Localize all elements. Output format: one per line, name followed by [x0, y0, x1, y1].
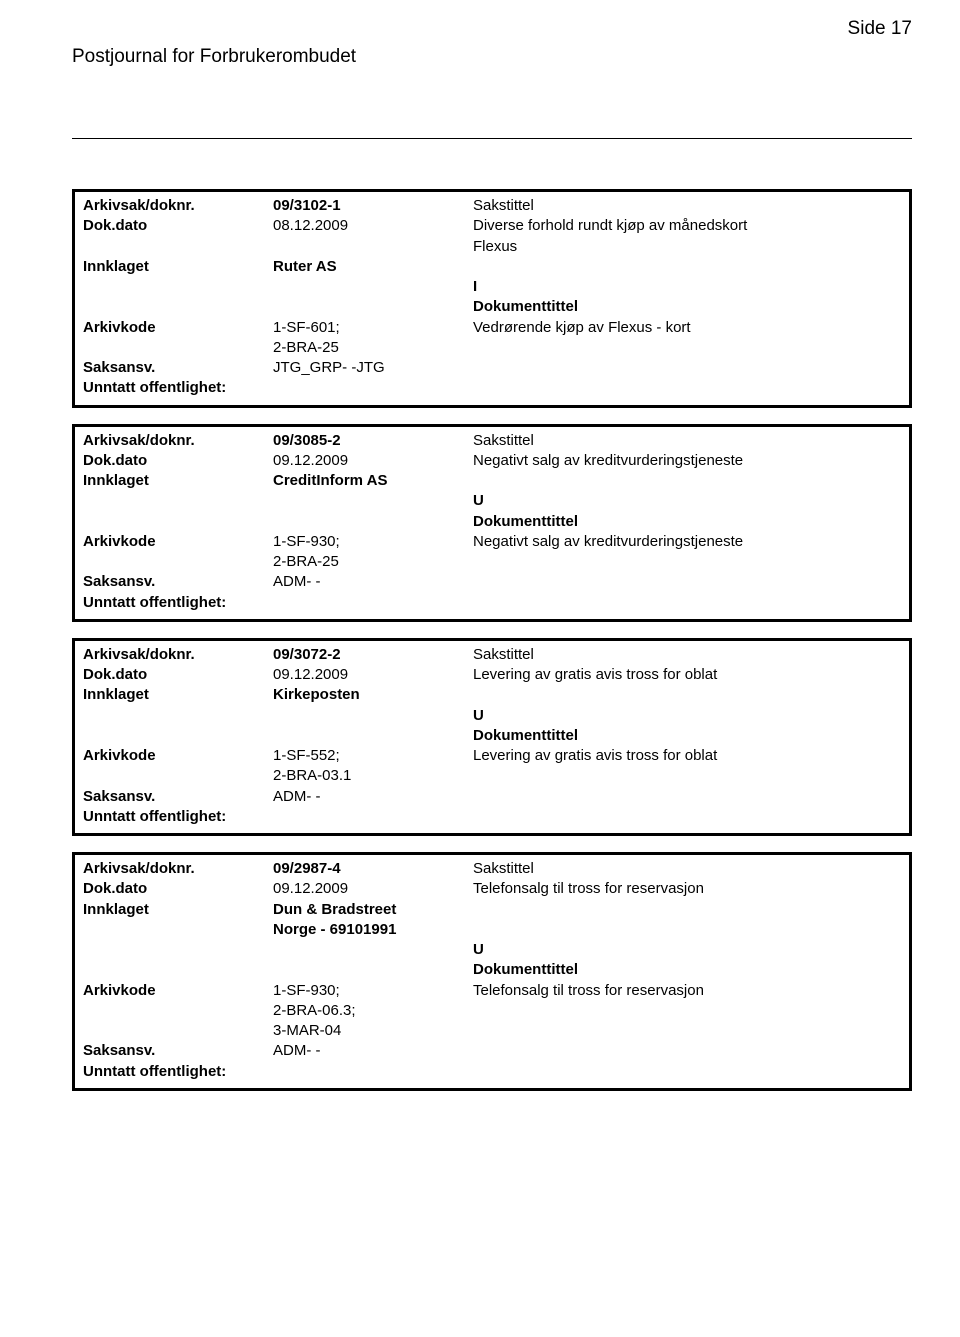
dokdato-value: 09.12.2009: [273, 451, 473, 471]
dokdato-label: Dok.dato: [83, 879, 273, 899]
dokdato-value: 08.12.2009: [273, 216, 473, 236]
saksansv-value: ADM- -: [273, 572, 473, 592]
arkivsak-value: 09/3102-1: [273, 196, 473, 216]
arkivsak-label: Arkivsak/doknr.: [83, 859, 273, 879]
arkivsak-value: 09/3085-2: [273, 431, 473, 451]
innklaget-label: Innklaget: [83, 471, 273, 491]
unntatt-label: Unntatt offentlighet:: [83, 378, 226, 398]
dokdato-label: Dok.dato: [83, 216, 273, 236]
innklaget-value: Ruter AS: [273, 257, 473, 277]
sakstittel-label: Sakstittel: [473, 431, 901, 451]
dokdato-label: Dok.dato: [83, 665, 273, 685]
sakstittel-label: Sakstittel: [473, 859, 901, 879]
sakstittel-text: Diverse forhold rundt kjøp av månedskort: [473, 216, 901, 236]
innklaget-label: Innklaget: [83, 900, 273, 920]
arkivkode-line: 1-SF-552;: [273, 746, 473, 766]
record: Arkivsak/doknr. 09/3072-2 Sakstittel Dok…: [72, 638, 912, 836]
arkivkode-line: 3-MAR-04: [273, 1021, 473, 1041]
innklaget-value: CreditInform AS: [273, 471, 473, 491]
arkivkode-label: Arkivkode: [83, 981, 273, 1001]
arkivkode-line: 2-BRA-03.1: [273, 766, 473, 786]
saksansv-value: JTG_GRP- -JTG: [273, 358, 473, 378]
innklaget-label: Innklaget: [83, 257, 273, 277]
arkivkode-line: 1-SF-601;: [273, 318, 473, 338]
divider: [72, 138, 912, 139]
arkivsak-value: 09/3072-2: [273, 645, 473, 665]
dokumenttittel-text: Negativt salg av kreditvurderingstjenest…: [473, 532, 901, 552]
arkivkode-label: Arkivkode: [83, 318, 273, 338]
arkivkode-line: 1-SF-930;: [273, 532, 473, 552]
unntatt-label: Unntatt offentlighet:: [83, 1062, 226, 1082]
dokumenttittel-text: Telefonsalg til tross for reservasjon: [473, 981, 901, 1001]
record: Arkivsak/doknr. 09/3085-2 Sakstittel Dok…: [72, 424, 912, 622]
sakstittel-label: Sakstittel: [473, 196, 901, 216]
arkivsak-value: 09/2987-4: [273, 859, 473, 879]
saksansv-label: Saksansv.: [83, 787, 273, 807]
page-title: Postjournal for Forbrukerombudet: [72, 46, 912, 68]
record: Arkivsak/doknr. 09/2987-4 Sakstittel Dok…: [72, 852, 912, 1091]
unntatt-label: Unntatt offentlighet:: [83, 593, 226, 613]
dokumenttittel-label: Dokumenttittel: [473, 512, 901, 532]
saksansv-label: Saksansv.: [83, 358, 273, 378]
innklaget-label: Innklaget: [83, 685, 273, 705]
dokumenttittel-text: Levering av gratis avis tross for oblat: [473, 746, 901, 766]
sakstittel-text: Negativt salg av kreditvurderingstjenest…: [473, 451, 901, 471]
dokumenttittel-text: Vedrørende kjøp av Flexus - kort: [473, 318, 901, 338]
sakstittel-label: Sakstittel: [473, 645, 901, 665]
unntatt-label: Unntatt offentlighet:: [83, 807, 226, 827]
innklaget-value: Dun & Bradstreet: [273, 900, 473, 920]
arkivsak-label: Arkivsak/doknr.: [83, 196, 273, 216]
arkivkode-line: 1-SF-930;: [273, 981, 473, 1001]
arkivkode-label: Arkivkode: [83, 746, 273, 766]
type-code: U: [473, 706, 901, 726]
arkivsak-label: Arkivsak/doknr.: [83, 645, 273, 665]
type-code: U: [473, 491, 901, 511]
dokumenttittel-label: Dokumenttittel: [473, 297, 901, 317]
saksansv-label: Saksansv.: [83, 1041, 273, 1061]
dokdato-label: Dok.dato: [83, 451, 273, 471]
saksansv-value: ADM- -: [273, 1041, 473, 1061]
arkivkode-label: Arkivkode: [83, 532, 273, 552]
arkivkode-line: 2-BRA-25: [273, 338, 473, 358]
sakstittel-text-2: Flexus: [473, 237, 901, 257]
innklaget-value-2: Norge - 69101991: [273, 920, 473, 940]
arkivkode-line: 2-BRA-06.3;: [273, 1001, 473, 1021]
arkivsak-label: Arkivsak/doknr.: [83, 431, 273, 451]
arkivkode-line: 2-BRA-25: [273, 552, 473, 572]
dokumenttittel-label: Dokumenttittel: [473, 960, 901, 980]
dokdato-value: 09.12.2009: [273, 879, 473, 899]
sakstittel-text: Levering av gratis avis tross for oblat: [473, 665, 901, 685]
saksansv-value: ADM- -: [273, 787, 473, 807]
header-row: Side 17: [72, 18, 912, 40]
dokumenttittel-label: Dokumenttittel: [473, 726, 901, 746]
type-code: U: [473, 940, 901, 960]
type-code: I: [473, 277, 901, 297]
record: Arkivsak/doknr. 09/3102-1 Sakstittel Dok…: [72, 189, 912, 408]
dokdato-value: 09.12.2009: [273, 665, 473, 685]
page: Side 17 Postjournal for Forbrukerombudet…: [0, 0, 960, 1147]
innklaget-value: Kirkeposten: [273, 685, 473, 705]
saksansv-label: Saksansv.: [83, 572, 273, 592]
sakstittel-text: Telefonsalg til tross for reservasjon: [473, 879, 901, 899]
page-number: Side 17: [848, 18, 912, 40]
